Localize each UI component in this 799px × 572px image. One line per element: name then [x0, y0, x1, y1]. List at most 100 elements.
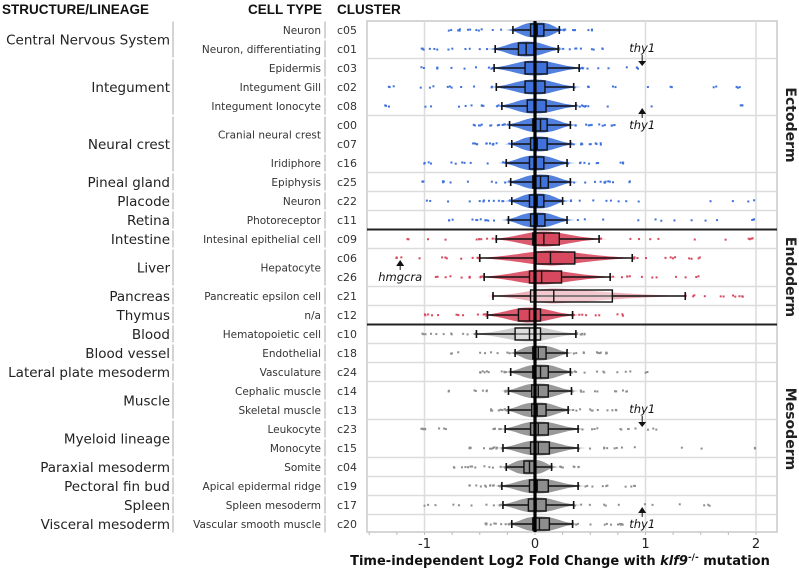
- outlier-point: [649, 238, 652, 241]
- cluster-label: c22: [337, 195, 357, 208]
- outlier-point: [741, 295, 744, 298]
- outlier-point: [633, 256, 636, 259]
- outlier-point: [578, 105, 581, 108]
- outlier-point: [387, 105, 390, 108]
- outlier-point: [500, 523, 503, 526]
- outlier-point: [476, 313, 479, 316]
- outlier-point: [736, 86, 739, 89]
- cluster-label: c25: [337, 176, 357, 189]
- structure-label: Central Nervous System: [6, 33, 170, 49]
- outlier-point: [738, 86, 741, 89]
- outlier-point: [458, 28, 461, 31]
- outlier-point: [580, 390, 583, 393]
- outlier-point: [709, 200, 712, 203]
- outlier-point: [428, 47, 431, 50]
- outlier-point: [625, 390, 628, 393]
- outlier-point: [480, 104, 483, 107]
- outlier-point: [724, 238, 727, 241]
- outlier-point: [419, 86, 422, 89]
- outlier-point: [644, 257, 647, 260]
- outlier-point: [581, 143, 584, 146]
- outlier-point: [430, 332, 433, 335]
- outlier-point: [494, 522, 497, 525]
- outlier-point: [478, 124, 481, 127]
- outlier-point: [473, 333, 476, 336]
- outlier-point: [585, 123, 588, 126]
- outlier-point: [428, 86, 431, 89]
- outlier-point: [508, 180, 511, 183]
- outlier-point: [584, 181, 587, 184]
- outlier-point: [495, 446, 498, 449]
- outlier-point: [599, 143, 602, 146]
- outlier-point: [578, 313, 581, 316]
- outlier-point: [476, 256, 479, 259]
- outlier-point: [447, 389, 450, 392]
- outlier-point: [427, 238, 430, 241]
- outlier-point: [504, 181, 507, 184]
- outlier-point: [483, 371, 486, 374]
- outlier-point: [589, 523, 592, 526]
- outlier-point: [604, 504, 607, 507]
- outlier-point: [487, 66, 490, 69]
- outlier-point: [600, 237, 603, 240]
- outlier-point: [606, 409, 609, 412]
- outlier-point: [611, 85, 614, 88]
- outlier-point: [475, 143, 478, 146]
- outlier-point: [455, 313, 458, 316]
- outlier-point: [587, 124, 590, 127]
- outlier-point: [484, 219, 487, 222]
- outlier-point: [483, 465, 486, 468]
- outlier-point: [630, 485, 633, 488]
- outlier-point: [485, 370, 488, 373]
- outlier-point: [483, 199, 486, 202]
- outlier-point: [564, 28, 567, 31]
- outlier-point: [464, 466, 467, 469]
- outlier-point: [503, 371, 506, 374]
- cell-type-label: Hematopoietic cell: [223, 329, 321, 341]
- outlier-point: [739, 104, 742, 107]
- outlier-point: [493, 522, 496, 525]
- outlier-point: [446, 85, 449, 88]
- outlier-point: [466, 28, 469, 31]
- outlier-point: [561, 466, 564, 469]
- outlier-point: [447, 29, 450, 32]
- germ-layer-label: Ectoderm: [782, 87, 798, 162]
- outlier-point: [460, 86, 463, 89]
- outlier-point: [599, 142, 602, 145]
- outlier-point: [501, 161, 504, 164]
- outlier-point: [673, 219, 676, 222]
- outlier-point: [492, 504, 495, 507]
- outlier-point: [432, 85, 435, 88]
- germ-layer-label: Mesoderm: [782, 388, 798, 470]
- outlier-point: [637, 238, 640, 241]
- outlier-point: [675, 275, 678, 278]
- header-cell-type: CELL TYPE: [248, 2, 322, 17]
- outlier-point: [503, 408, 506, 411]
- outlier-point: [669, 256, 672, 259]
- outlier-point: [499, 408, 502, 411]
- cluster-label: c11: [337, 214, 357, 227]
- outlier-point: [468, 446, 471, 449]
- x-tick-label: 2: [752, 537, 760, 552]
- outlier-point: [599, 351, 602, 354]
- outlier-point: [490, 86, 493, 89]
- outlier-point: [633, 484, 636, 487]
- outlier-point: [703, 504, 706, 507]
- cell-type-label: Epiphysis: [271, 177, 321, 189]
- outlier-point: [469, 161, 472, 164]
- outlier-point: [504, 390, 507, 393]
- outlier-point: [690, 257, 693, 260]
- outlier-point: [618, 522, 621, 525]
- outlier-point: [704, 219, 707, 222]
- outlier-point: [581, 313, 584, 316]
- outlier-point: [458, 29, 461, 32]
- cell-type-label: Epidermis: [269, 63, 321, 75]
- outlier-point: [588, 503, 591, 506]
- outlier-point: [575, 352, 578, 355]
- outlier-point: [466, 180, 469, 183]
- outlier-point: [741, 104, 744, 107]
- outlier-point: [586, 484, 589, 487]
- outlier-point: [427, 313, 430, 316]
- outlier-point: [479, 485, 482, 488]
- outlier-point: [573, 504, 576, 507]
